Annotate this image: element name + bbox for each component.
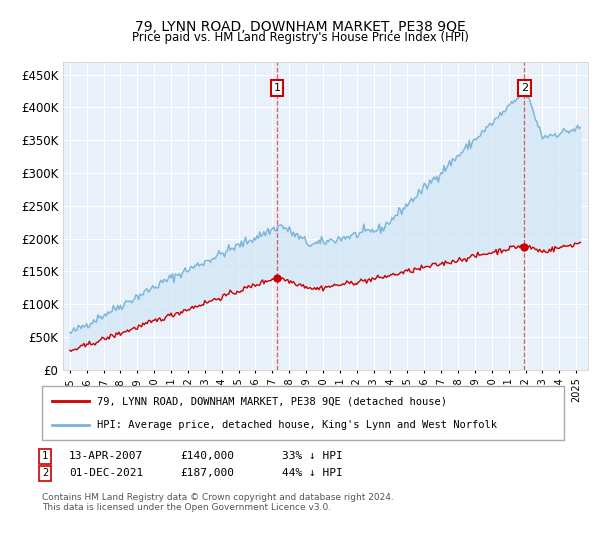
Text: Contains HM Land Registry data © Crown copyright and database right 2024.
This d: Contains HM Land Registry data © Crown c… [42,493,394,512]
Text: 01-DEC-2021: 01-DEC-2021 [69,468,143,478]
Text: £140,000: £140,000 [180,451,234,461]
Text: 79, LYNN ROAD, DOWNHAM MARKET, PE38 9QE: 79, LYNN ROAD, DOWNHAM MARKET, PE38 9QE [134,20,466,34]
Text: 79, LYNN ROAD, DOWNHAM MARKET, PE38 9QE (detached house): 79, LYNN ROAD, DOWNHAM MARKET, PE38 9QE … [97,396,447,407]
Text: £187,000: £187,000 [180,468,234,478]
Text: 2: 2 [42,468,48,478]
Text: 33% ↓ HPI: 33% ↓ HPI [282,451,343,461]
Text: HPI: Average price, detached house, King's Lynn and West Norfolk: HPI: Average price, detached house, King… [97,419,497,430]
Text: 1: 1 [274,83,281,93]
Text: Price paid vs. HM Land Registry's House Price Index (HPI): Price paid vs. HM Land Registry's House … [131,31,469,44]
Text: 1: 1 [42,451,48,461]
FancyBboxPatch shape [42,386,564,440]
Text: 13-APR-2007: 13-APR-2007 [69,451,143,461]
Text: 44% ↓ HPI: 44% ↓ HPI [282,468,343,478]
Text: 2: 2 [521,83,528,93]
